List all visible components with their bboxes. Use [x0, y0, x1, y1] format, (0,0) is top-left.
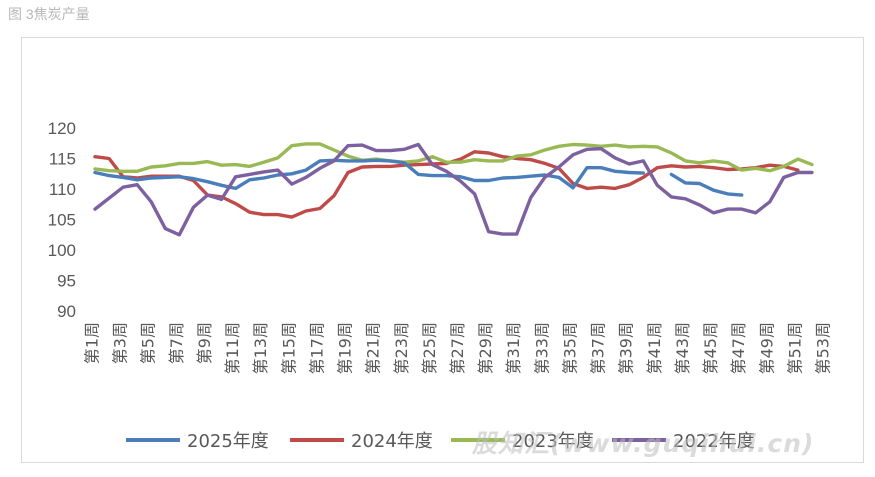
x-tick-label: 第23周: [392, 322, 411, 374]
x-tick-label: 第3周: [111, 322, 130, 364]
figure-title: 图 3焦炭产量: [8, 6, 90, 22]
x-tick-label: 第7周: [167, 322, 186, 364]
x-tick-label: 第19周: [336, 322, 355, 374]
y-tick-label: 120: [48, 119, 76, 138]
x-tick-label: 第1周: [83, 322, 102, 364]
x-tick-label: 第15周: [279, 322, 298, 374]
y-tick-label: 105: [48, 211, 76, 230]
series-line: [93, 142, 814, 237]
x-tick-label: 第17周: [307, 322, 326, 374]
x-tick-label: 第5周: [139, 322, 158, 364]
x-tick-label: 第43周: [673, 322, 692, 374]
x-tick-label: 第35周: [560, 322, 579, 374]
y-tick-label: 100: [48, 241, 76, 260]
x-tick-label: 第11周: [223, 322, 242, 374]
x-tick-label: 第53周: [814, 322, 833, 374]
legend-label: 2024年度: [351, 431, 433, 452]
x-tick-label: 第39周: [617, 322, 636, 374]
x-tick-label: 第47周: [729, 322, 748, 374]
x-tick-label: 第51周: [785, 322, 804, 374]
x-tick-label: 第41周: [645, 322, 664, 374]
x-tick-label: 第37周: [589, 322, 608, 374]
x-tick-label: 第21周: [364, 322, 383, 374]
legend-label: 2025年度: [187, 431, 269, 452]
y-tick-label: 95: [57, 272, 76, 291]
x-tick-label: 第27周: [448, 322, 467, 374]
x-tick-label: 第29周: [476, 322, 495, 374]
legend-label: 2023年度: [512, 431, 594, 452]
x-tick-label: 第9周: [195, 322, 214, 364]
watermark: 股知汇(www.guqihui.cn): [472, 429, 815, 458]
legend-label: 2022年度: [673, 431, 755, 452]
x-tick-label: 第33周: [532, 322, 551, 374]
series-line: [93, 158, 744, 197]
x-tick-label: 第49周: [757, 322, 776, 374]
y-tick-label: 110: [49, 180, 76, 199]
x-tick-label: 第45周: [701, 322, 720, 374]
y-tick-label: 115: [49, 150, 76, 169]
x-tick-label: 第31周: [504, 322, 523, 374]
x-tick-label: 第25周: [420, 322, 439, 374]
x-tick-label: 第13周: [251, 322, 270, 374]
chart-frame: [21, 37, 864, 463]
series-line: [93, 142, 814, 173]
y-tick-label: 90: [57, 302, 76, 321]
